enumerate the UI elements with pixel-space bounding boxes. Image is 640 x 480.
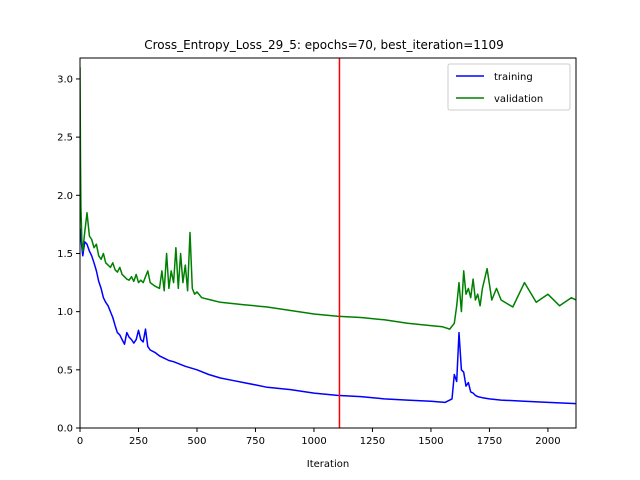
x-tick-label: 1000 — [301, 436, 326, 447]
series-line-validation — [80, 67, 576, 330]
x-tick-label: 750 — [246, 436, 265, 447]
y-tick-label: 1.0 — [57, 307, 73, 318]
y-tick-label: 1.5 — [57, 249, 73, 260]
y-tick-label: 3.0 — [57, 74, 73, 85]
series-layer — [80, 67, 576, 405]
y-tick-label: 0.5 — [57, 365, 73, 376]
x-tick-label: 250 — [129, 436, 148, 447]
x-tick-label: 500 — [187, 436, 206, 447]
y-tick-label: 0.0 — [57, 424, 73, 435]
chart-title: Cross_Entropy_Loss_29_5: epochs=70, best… — [144, 38, 504, 52]
plot-area — [79, 57, 577, 429]
x-axis-label: Iteration — [307, 459, 349, 470]
legend-label-validation: validation — [494, 94, 543, 105]
x-tick-label: 0 — [77, 436, 83, 447]
y-tick-label: 2.0 — [57, 191, 73, 202]
legend-label-training: training — [494, 72, 533, 83]
x-tick-label: 2000 — [535, 436, 560, 447]
x-tick-label: 1500 — [418, 436, 443, 447]
series-line-training — [80, 227, 576, 405]
plot-frame — [79, 57, 577, 429]
x-tick-label: 1750 — [477, 436, 502, 447]
x-axis: 0 250 500 750 1000 1250 1500 1750 2000 — [77, 428, 561, 447]
y-axis: 0.0 0.5 1.0 1.5 2.0 2.5 3.0 — [57, 74, 80, 435]
legend: training validation — [447, 63, 571, 111]
x-tick-label: 1250 — [360, 436, 385, 447]
y-tick-label: 2.5 — [57, 133, 73, 144]
